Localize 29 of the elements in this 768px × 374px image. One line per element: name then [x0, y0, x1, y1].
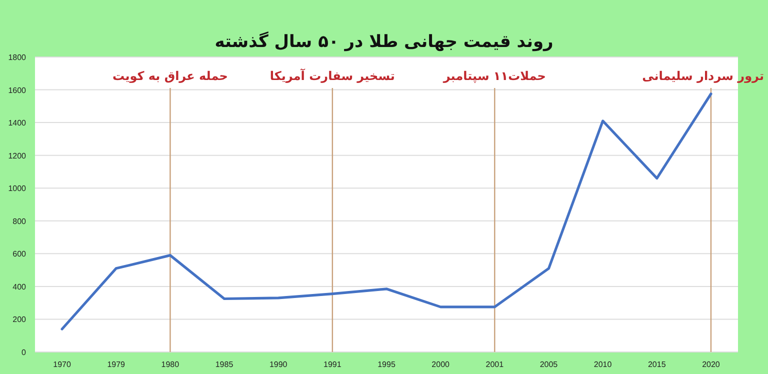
y-tick-label: 800 — [12, 216, 27, 226]
x-tick-label: 2015 — [648, 360, 666, 369]
ref-line-label: ترور سردار سلیمانی — [642, 69, 764, 83]
y-tick-label: 200 — [12, 315, 27, 324]
ref-line-label: حملات۱۱ سپتامبر — [442, 69, 546, 83]
x-tick-label: 2001 — [486, 360, 504, 369]
y-tick-label: 1000 — [8, 184, 27, 194]
x-tick-label: 2000 — [432, 360, 450, 369]
x-tick-label: 2005 — [540, 360, 558, 369]
x-tick-label: 1979 — [107, 360, 126, 369]
x-tick-label: 1980 — [161, 360, 180, 369]
x-tick-label: 1991 — [324, 360, 342, 369]
y-tick-label: 1600 — [8, 86, 27, 95]
chart-title: روند قیمت جهانی طلا در ۵۰ سال گذشته — [214, 31, 554, 52]
x-tick-label: 2010 — [594, 360, 612, 369]
x-tick-label: 1970 — [53, 360, 72, 369]
ref-line-label: حمله عراق به کویت — [112, 69, 228, 83]
y-tick-label: 1400 — [8, 118, 27, 128]
y-tick-label: 400 — [12, 282, 27, 292]
x-tick-label: 1985 — [215, 360, 234, 369]
y-tick-label: 1200 — [8, 151, 27, 160]
y-tick-label: 0 — [22, 348, 27, 357]
y-tick-label: 600 — [12, 250, 27, 259]
x-tick-label: 1995 — [378, 360, 396, 369]
x-tick-label: 2020 — [702, 360, 720, 369]
y-tick-label: 1800 — [8, 53, 27, 62]
x-tick-label: 1990 — [269, 360, 288, 369]
ref-line-label: تسخیر سفارت آمریکا — [270, 68, 395, 83]
line-series — [60, 92, 712, 330]
